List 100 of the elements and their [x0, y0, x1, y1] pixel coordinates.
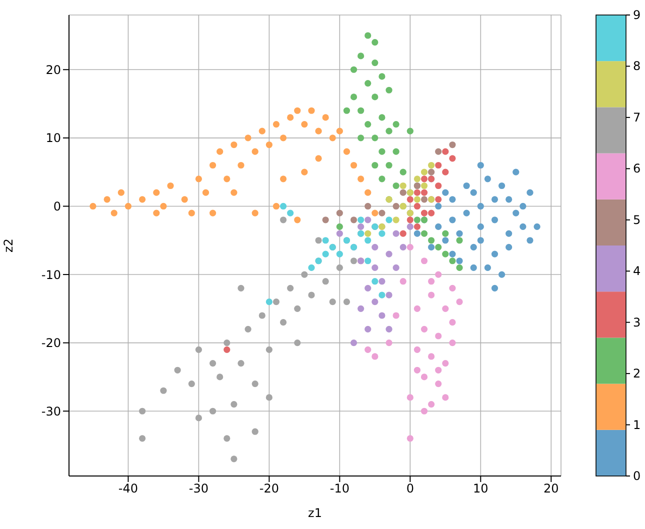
point: [392, 202, 400, 210]
point: [372, 94, 378, 100]
point: [378, 278, 386, 285]
point: [526, 237, 534, 244]
point: [266, 394, 272, 401]
point: [463, 182, 470, 190]
point: [414, 230, 421, 237]
point: [449, 141, 456, 148]
point: [470, 244, 477, 251]
x-axis-title: z1: [308, 506, 322, 520]
point: [139, 408, 146, 414]
x-tick-label: 10: [473, 482, 488, 496]
point: [280, 319, 287, 326]
x-tick-label: -20: [259, 482, 279, 496]
point: [378, 73, 386, 80]
point: [195, 346, 202, 353]
point: [358, 305, 364, 312]
point: [181, 196, 188, 203]
y-tick-label: 0: [53, 199, 61, 214]
point: [287, 114, 294, 121]
point: [224, 176, 230, 182]
point: [506, 244, 512, 251]
point: [406, 196, 414, 203]
point: [442, 189, 449, 196]
point: [428, 244, 435, 251]
point: [372, 210, 378, 216]
y-tick-label: 20: [46, 62, 61, 77]
point: [364, 346, 372, 353]
point: [372, 244, 378, 251]
point: [428, 292, 435, 298]
point: [238, 162, 244, 169]
point: [498, 182, 506, 190]
point: [484, 176, 491, 182]
point: [343, 298, 350, 306]
point: [506, 196, 512, 203]
point: [400, 189, 406, 196]
point: [477, 237, 484, 244]
point: [428, 278, 435, 285]
point: [322, 216, 329, 224]
color-bar-label: 3: [633, 315, 641, 330]
point: [358, 107, 364, 114]
point: [414, 305, 421, 312]
point: [420, 189, 428, 196]
color-bar-label: 8: [633, 59, 641, 74]
point: [118, 189, 124, 196]
point: [209, 162, 216, 169]
point: [364, 189, 372, 196]
point: [322, 237, 329, 244]
point: [378, 176, 386, 182]
point: [358, 216, 364, 224]
point: [392, 264, 400, 271]
point: [392, 230, 400, 237]
point: [456, 230, 463, 237]
point: [329, 134, 336, 142]
point: [358, 223, 364, 230]
point: [209, 360, 216, 367]
point: [364, 32, 372, 39]
point: [491, 216, 498, 224]
point: [372, 298, 378, 306]
y-tick-label: 10: [46, 131, 61, 146]
point: [372, 39, 378, 46]
point: [378, 230, 386, 237]
point: [470, 264, 477, 271]
point: [336, 128, 343, 134]
point: [435, 380, 442, 388]
point: [308, 292, 315, 298]
point: [428, 400, 435, 408]
point: [420, 258, 428, 264]
point: [272, 202, 280, 210]
point: [420, 196, 428, 203]
point: [301, 168, 308, 176]
point: [392, 312, 400, 319]
point: [280, 202, 287, 210]
x-tick-label: -10: [330, 482, 350, 496]
point: [449, 284, 456, 292]
point: [420, 326, 428, 332]
point: [272, 298, 280, 306]
point: [414, 366, 421, 374]
point: [498, 271, 506, 278]
point: [294, 340, 301, 346]
point: [280, 216, 287, 224]
point: [406, 216, 414, 224]
point: [216, 148, 224, 155]
point: [350, 340, 358, 346]
point: [195, 176, 202, 182]
point: [258, 128, 266, 134]
point: [406, 223, 414, 230]
y-tick-label: -20: [41, 336, 61, 350]
point: [160, 387, 167, 394]
point: [420, 210, 428, 216]
point: [491, 284, 498, 292]
point: [428, 168, 435, 176]
point: [420, 168, 428, 176]
point: [414, 223, 421, 230]
point: [364, 258, 372, 264]
point: [442, 168, 449, 176]
point: [386, 128, 392, 134]
point: [406, 244, 414, 251]
point: [428, 162, 435, 169]
point: [435, 182, 442, 190]
